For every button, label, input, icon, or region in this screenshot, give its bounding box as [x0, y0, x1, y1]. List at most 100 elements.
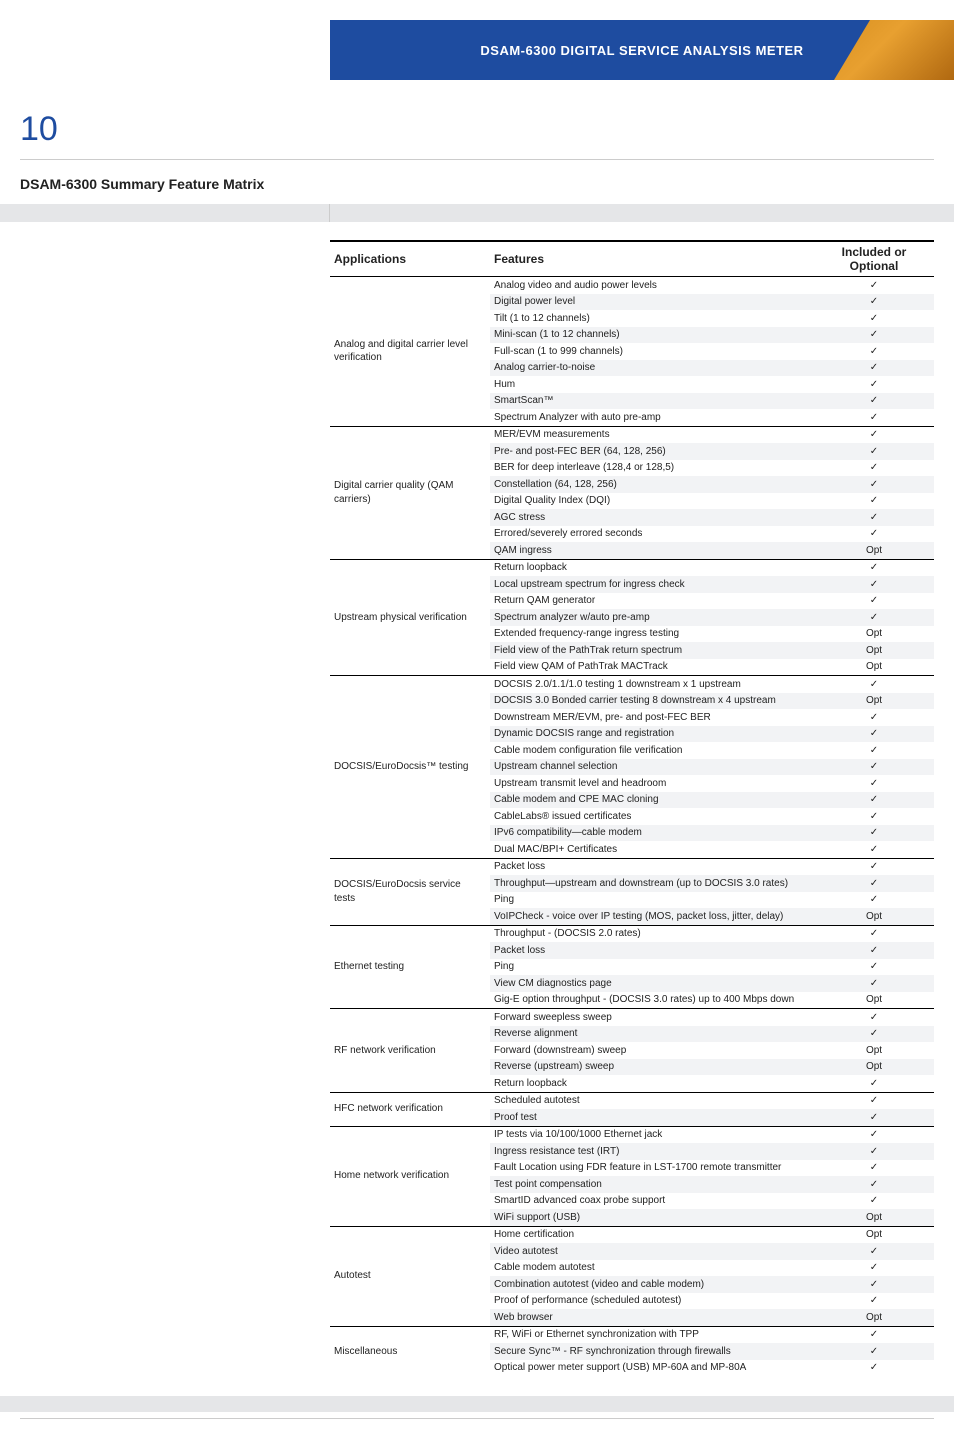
included-cell: ✓	[814, 1009, 934, 1026]
feature-cell: QAM ingress	[490, 542, 814, 559]
included-cell: ✓	[814, 476, 934, 493]
feature-cell: Secure Sync™ - RF synchronization throug…	[490, 1343, 814, 1360]
feature-cell: Cable modem and CPE MAC cloning	[490, 792, 814, 809]
feature-cell: Errored/severely errored seconds	[490, 526, 814, 543]
table-row: DOCSIS/EuroDocsis service testsPacket lo…	[330, 858, 934, 875]
included-cell: ✓	[814, 1243, 934, 1260]
included-cell: ✓	[814, 509, 934, 526]
app-cell: Autotest	[330, 1226, 490, 1326]
included-cell: ✓	[814, 493, 934, 510]
included-cell: ✓	[814, 409, 934, 426]
included-cell: ✓	[814, 792, 934, 809]
included-cell: ✓	[814, 1276, 934, 1293]
included-cell: ✓	[814, 1343, 934, 1360]
content-area: Applications Features Included or Option…	[330, 240, 954, 1376]
table-row: DOCSIS/EuroDocsis™ testingDOCSIS 2.0/1.1…	[330, 676, 934, 693]
feature-cell: Spectrum Analyzer with auto pre-amp	[490, 409, 814, 426]
feature-cell: Packet loss	[490, 942, 814, 959]
feature-cell: Hum	[490, 376, 814, 393]
feature-cell: Reverse alignment	[490, 1026, 814, 1043]
feature-cell: Analog video and audio power levels	[490, 277, 814, 294]
feature-cell: Spectrum analyzer w/auto pre-amp	[490, 609, 814, 626]
included-cell: ✓	[814, 825, 934, 842]
app-cell: Upstream physical verification	[330, 559, 490, 676]
included-cell: ✓	[814, 959, 934, 976]
included-cell: ✓	[814, 327, 934, 344]
section-title-row: DSAM-6300 Summary Feature Matrix	[0, 172, 954, 192]
feature-cell: DOCSIS 3.0 Bonded carrier testing 8 down…	[490, 693, 814, 710]
included-cell: ✓	[814, 875, 934, 892]
included-cell: ✓	[814, 393, 934, 410]
table-row: RF network verificationForward sweepless…	[330, 1009, 934, 1026]
feature-cell: Web browser	[490, 1309, 814, 1326]
included-cell: ✓	[814, 460, 934, 477]
included-cell: ✓	[814, 376, 934, 393]
feature-cell: Analog carrier-to-noise	[490, 360, 814, 377]
included-cell: ✓	[814, 892, 934, 909]
table-header-row: Applications Features Included or Option…	[330, 241, 934, 277]
included-cell: ✓	[814, 426, 934, 443]
included-cell: ✓	[814, 559, 934, 576]
feature-cell: AGC stress	[490, 509, 814, 526]
table-row: Upstream physical verificationReturn loo…	[330, 559, 934, 576]
included-cell: ✓	[814, 443, 934, 460]
feature-cell: Reverse (upstream) sweep	[490, 1059, 814, 1076]
included-cell: Opt	[814, 908, 934, 925]
table-row: Home network verificationIP tests via 10…	[330, 1126, 934, 1143]
included-cell: ✓	[814, 841, 934, 858]
grey-band-bottom	[0, 1396, 954, 1412]
included-cell: ✓	[814, 310, 934, 327]
app-cell: Analog and digital carrier level verific…	[330, 277, 490, 427]
table-row: Analog and digital carrier level verific…	[330, 277, 934, 294]
table-row: Digital carrier quality (QAM carriers)ME…	[330, 426, 934, 443]
feature-cell: Throughput—upstream and downstream (up t…	[490, 875, 814, 892]
included-cell: ✓	[814, 808, 934, 825]
col-applications: Applications	[330, 241, 490, 277]
app-cell: Ethernet testing	[330, 925, 490, 1009]
feature-cell: Ping	[490, 892, 814, 909]
feature-cell: RF, WiFi or Ethernet synchronization wit…	[490, 1326, 814, 1343]
included-cell: ✓	[814, 1126, 934, 1143]
table-row: AutotestHome certificationOpt	[330, 1226, 934, 1243]
feature-cell: Forward sweepless sweep	[490, 1009, 814, 1026]
included-cell: ✓	[814, 1026, 934, 1043]
feature-cell: View CM diagnostics page	[490, 975, 814, 992]
table-row: MiscellaneousRF, WiFi or Ethernet synchr…	[330, 1326, 934, 1343]
feature-cell: Combination autotest (video and cable mo…	[490, 1276, 814, 1293]
feature-cell: Proof test	[490, 1109, 814, 1126]
feature-cell: Fault Location using FDR feature in LST-…	[490, 1160, 814, 1177]
col-included: Included or Optional	[814, 241, 934, 277]
feature-cell: Optical power meter support (USB) MP-60A…	[490, 1360, 814, 1377]
included-cell: Opt	[814, 992, 934, 1009]
product-title: DSAM-6300 DIGITAL SERVICE ANALYSIS METER	[480, 43, 803, 58]
included-cell: ✓	[814, 277, 934, 294]
included-cell: ✓	[814, 1260, 934, 1277]
feature-cell: Mini-scan (1 to 12 channels)	[490, 327, 814, 344]
feature-cell: Return loopback	[490, 1075, 814, 1092]
feature-cell: Cable modem autotest	[490, 1260, 814, 1277]
included-cell: ✓	[814, 975, 934, 992]
feature-matrix-table: Applications Features Included or Option…	[330, 240, 934, 1376]
included-cell: ✓	[814, 676, 934, 693]
included-cell: ✓	[814, 1176, 934, 1193]
feature-cell: SmartID advanced coax probe support	[490, 1193, 814, 1210]
footer-rule	[20, 1418, 934, 1419]
feature-cell: Field view of the PathTrak return spectr…	[490, 642, 814, 659]
included-cell: Opt	[814, 642, 934, 659]
included-cell: Opt	[814, 659, 934, 676]
included-cell: Opt	[814, 542, 934, 559]
feature-cell: Digital Quality Index (DQI)	[490, 493, 814, 510]
included-cell: ✓	[814, 609, 934, 626]
app-cell: HFC network verification	[330, 1092, 490, 1126]
included-cell: Opt	[814, 1042, 934, 1059]
included-cell: Opt	[814, 626, 934, 643]
included-cell: ✓	[814, 1109, 934, 1126]
app-cell: Miscellaneous	[330, 1326, 490, 1376]
feature-cell: Packet loss	[490, 858, 814, 875]
feature-cell: Local upstream spectrum for ingress chec…	[490, 576, 814, 593]
app-cell: DOCSIS/EuroDocsis service tests	[330, 858, 490, 925]
included-cell: ✓	[814, 1193, 934, 1210]
included-cell: ✓	[814, 775, 934, 792]
included-cell: ✓	[814, 942, 934, 959]
included-cell: ✓	[814, 1360, 934, 1377]
